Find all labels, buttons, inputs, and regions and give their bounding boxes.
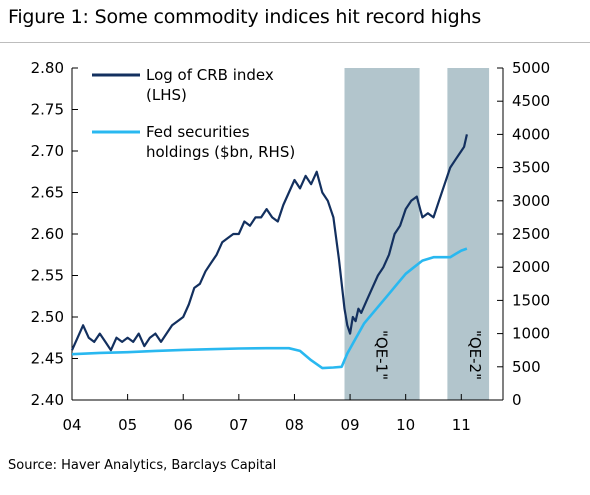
- right-tick-label: 1500: [512, 291, 550, 309]
- right-tick-label: 4000: [512, 125, 550, 143]
- x-tick-label: 10: [396, 416, 415, 434]
- shaded-region-2: [447, 68, 490, 400]
- left-tick-label: 2.40: [31, 391, 64, 409]
- fed-holdings-line: [71, 247, 468, 370]
- right-tick-label: 500: [512, 358, 541, 376]
- left-tick-label: 2.80: [31, 59, 64, 77]
- title-divider: [0, 42, 590, 43]
- chart-title: Figure 1: Some commodity indices hit rec…: [8, 6, 482, 28]
- series-lines: [70, 134, 468, 370]
- right-tick-label: 3500: [512, 159, 550, 177]
- right-tick-label: 0: [512, 391, 522, 409]
- crb-index-line: [70, 134, 468, 352]
- right-tick-label: 1000: [512, 325, 550, 343]
- legend: Log of CRB index (LHS) Fed securities holdi…: [92, 66, 295, 161]
- x-tick-label: 06: [174, 416, 193, 434]
- right-tick-label: 2500: [512, 225, 550, 243]
- left-tick-label: 2.50: [31, 308, 64, 326]
- left-tick-label: 2.70: [31, 142, 64, 160]
- right-tick-label: 3000: [512, 192, 550, 210]
- right-tick-label: 2000: [512, 258, 550, 276]
- x-tick-label: 07: [229, 416, 248, 434]
- left-tick-label: 2.75: [31, 101, 64, 119]
- qe-label-2: "QE-2": [466, 330, 484, 380]
- left-tick-label: 2.60: [31, 225, 64, 243]
- right-tick-label: 5000: [512, 59, 550, 77]
- x-tick-label: 09: [341, 416, 360, 434]
- shaded-region-1: [344, 68, 420, 400]
- legend-label: Fed securities: [146, 123, 250, 141]
- x-tick-label: 08: [285, 416, 304, 434]
- left-tick-label: 2.55: [31, 267, 64, 285]
- legend-label: holdings ($bn, RHS): [146, 143, 295, 161]
- shaded-regions: [344, 68, 490, 400]
- qe-label-1: "QE-1": [373, 330, 391, 380]
- legend-label: (LHS): [146, 86, 187, 104]
- x-tick-label: 05: [118, 416, 137, 434]
- legend-label: Log of CRB index: [146, 66, 274, 84]
- source-note: Source: Haver Analytics, Barclays Capita…: [8, 458, 277, 473]
- left-tick-label: 2.45: [31, 350, 64, 368]
- right-tick-label: 4500: [512, 92, 550, 110]
- qe-labels: "QE-1" "QE-2": [373, 330, 485, 380]
- left-tick-label: 2.65: [31, 184, 64, 202]
- axes: 2.402.452.502.552.602.652.702.752.800500…: [31, 59, 551, 434]
- x-tick-label: 11: [452, 416, 471, 434]
- x-tick-label: 04: [62, 416, 81, 434]
- chart: 2.402.452.502.552.602.652.702.752.800500…: [31, 59, 551, 434]
